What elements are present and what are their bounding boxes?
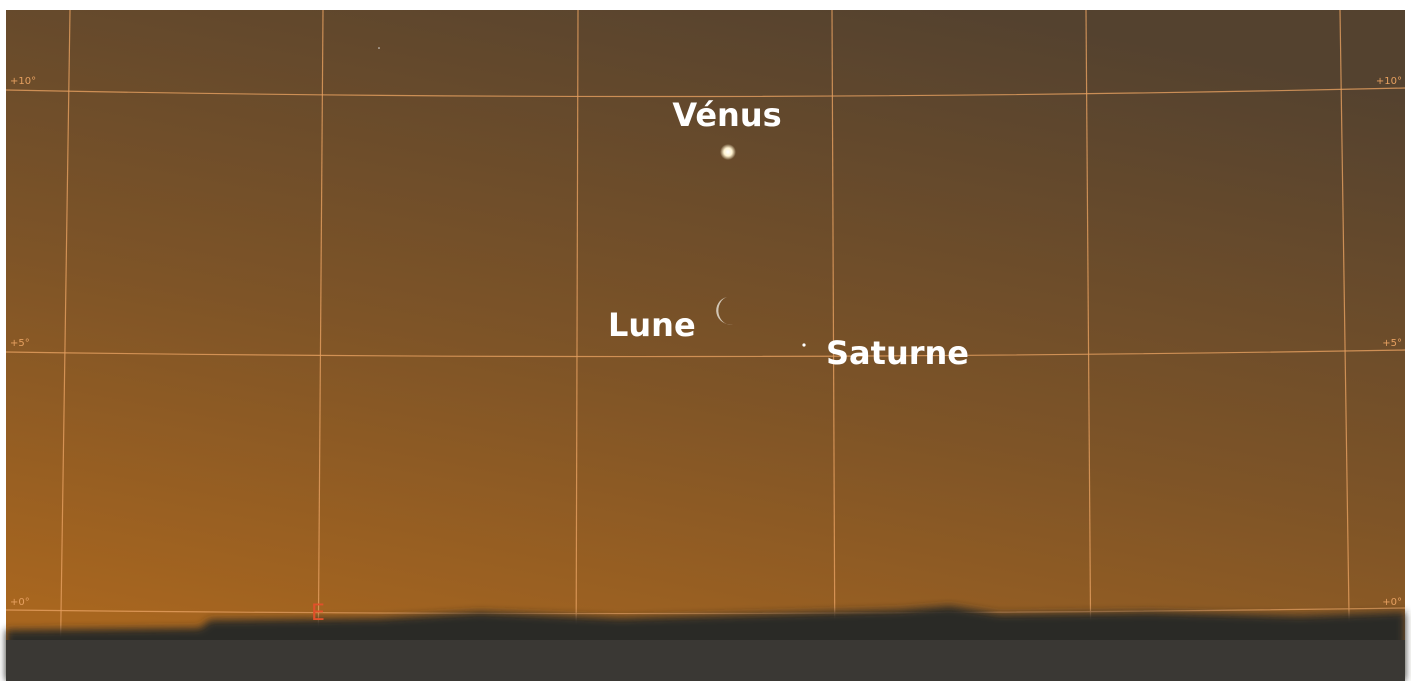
altitude-label: +5° xyxy=(1382,338,1402,349)
cardinal-point: E xyxy=(311,601,325,626)
altitude-label: +5° xyxy=(10,338,30,349)
object-label: Vénus xyxy=(672,96,781,134)
ground xyxy=(6,640,1405,681)
altitude-label: +10° xyxy=(10,76,36,87)
saturn-marker xyxy=(802,343,805,346)
altitude-label: +0° xyxy=(10,597,30,608)
altitude-label: +0° xyxy=(1382,597,1402,608)
object-label: Lune xyxy=(608,306,696,344)
altitude-label: +10° xyxy=(1376,76,1402,87)
object-label: Saturne xyxy=(826,334,969,372)
sky-view: +10° +5° +0° +10° +5° +0° E Vénus Lune S… xyxy=(0,0,1411,681)
star xyxy=(378,47,380,49)
venus-marker xyxy=(720,144,736,160)
page: +10° +5° +0° +10° +5° +0° E Vénus Lune S… xyxy=(0,0,1411,681)
